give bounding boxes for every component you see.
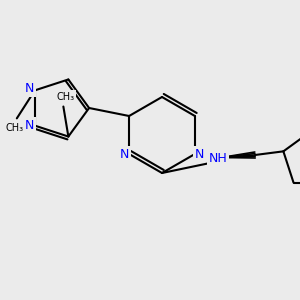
Text: N: N	[25, 82, 34, 95]
Text: CH₃: CH₃	[6, 123, 24, 134]
Text: N: N	[25, 119, 34, 132]
Text: N: N	[119, 148, 129, 160]
Text: CH₃: CH₃	[56, 92, 74, 101]
Text: NH: NH	[208, 152, 227, 166]
Text: N: N	[195, 148, 205, 160]
